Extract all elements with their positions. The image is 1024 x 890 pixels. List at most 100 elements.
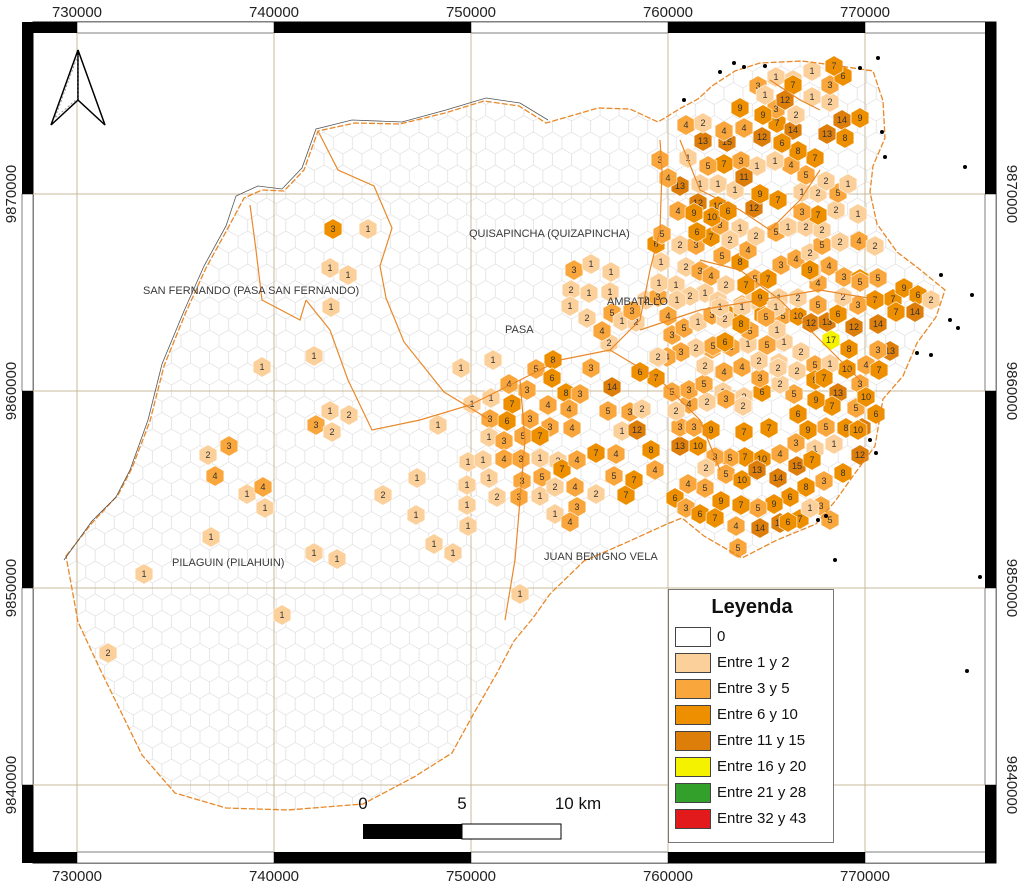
hex-cell-label: 12 bbox=[855, 450, 865, 460]
hex-cell-label: 6 bbox=[779, 138, 784, 148]
hex-cell bbox=[753, 104, 773, 126]
hex-cell-label: 2 bbox=[815, 188, 820, 198]
hex-cell-label: 2 bbox=[775, 363, 780, 373]
x-tick-top-760000: 760000 bbox=[643, 4, 693, 21]
y-tick-right-9840000: 9840000 bbox=[1003, 756, 1020, 814]
hex-cell bbox=[339, 404, 359, 426]
hex-cell-label: 2 bbox=[872, 241, 877, 251]
hex-cell-label: 2 bbox=[704, 397, 709, 407]
hex-cell-label: 1 bbox=[311, 351, 316, 361]
hex-cell bbox=[824, 55, 844, 77]
hex-cell bbox=[497, 410, 517, 432]
x-tick-top-770000: 770000 bbox=[840, 4, 890, 21]
hex-cell-label: 8 bbox=[840, 468, 845, 478]
hex-cell-label: 15 bbox=[722, 137, 732, 147]
hex-cell-label: 7 bbox=[738, 500, 743, 510]
hex-cell-label: 3 bbox=[855, 300, 860, 310]
hex-cell bbox=[868, 339, 888, 361]
hex-cell-label: 4 bbox=[683, 120, 688, 130]
hex-cell bbox=[856, 386, 876, 408]
hex-cell-label: 7 bbox=[872, 295, 877, 305]
hex-cell-label: 14 bbox=[755, 523, 765, 533]
hex-cell-label: 7 bbox=[708, 232, 713, 242]
hex-cell-label: 2 bbox=[837, 237, 842, 247]
hex-cell-label: 12 bbox=[632, 425, 642, 435]
hex-cell bbox=[649, 272, 669, 294]
hex-cell bbox=[520, 408, 540, 430]
hex-cell bbox=[844, 316, 864, 338]
hex-cell-label: 1 bbox=[465, 457, 470, 467]
hex-cell-label: 2 bbox=[819, 225, 824, 235]
hex-cell-label: 14 bbox=[788, 125, 798, 135]
hex-cell-label: 5 bbox=[533, 364, 538, 374]
hex-cell bbox=[830, 231, 850, 253]
legend-swatch bbox=[675, 809, 711, 829]
hex-cell-label: 2 bbox=[380, 490, 385, 500]
hex-cell bbox=[714, 361, 734, 383]
hex-cell bbox=[850, 107, 870, 129]
hex-cell-label: 7 bbox=[774, 118, 779, 128]
legend-item-21-28: Entre 21 y 28 bbox=[675, 783, 831, 805]
hex-cell-label: 1 bbox=[745, 339, 750, 349]
hex-cell bbox=[696, 457, 716, 479]
hex-cell bbox=[255, 497, 275, 519]
hex-cell bbox=[321, 296, 341, 318]
hex-cell bbox=[624, 469, 644, 491]
hex-cell bbox=[833, 286, 853, 308]
hex-cell-label: 2 bbox=[827, 97, 832, 107]
hex-cell bbox=[304, 542, 324, 564]
hex-cell-label: 4 bbox=[733, 521, 738, 531]
hex-cell-label: 3 bbox=[686, 385, 691, 395]
hex-cell-label: 14 bbox=[773, 473, 783, 483]
hex-cell bbox=[822, 395, 842, 417]
hex-cell-label: 2 bbox=[205, 450, 210, 460]
hex-cell-label: 1 bbox=[365, 224, 370, 234]
hex-cell bbox=[648, 346, 668, 368]
hex-cell bbox=[567, 496, 587, 518]
hex-cell bbox=[602, 376, 622, 398]
hex-cell-label: 6 bbox=[637, 367, 642, 377]
hex-cell-label: 1 bbox=[773, 72, 778, 82]
legend-title: Leyenda bbox=[711, 596, 793, 618]
hex-cell bbox=[598, 400, 618, 422]
hex-cell-label: 1 bbox=[480, 455, 485, 465]
hex-cell-label: 1 bbox=[673, 280, 678, 290]
hex-cell-label: 3 bbox=[799, 207, 804, 217]
hex-cell-label: 5 bbox=[735, 543, 740, 553]
hex-cell-label: 12 bbox=[749, 203, 759, 213]
hex-cell bbox=[358, 218, 378, 240]
hex-cell bbox=[865, 235, 885, 257]
hex-cell-label: 8 bbox=[737, 257, 742, 267]
hex-cell-label: 7 bbox=[743, 280, 748, 290]
hex-cell bbox=[791, 341, 811, 363]
hex-cell-label: 1 bbox=[855, 209, 860, 219]
hex-cell-label: 13 bbox=[885, 346, 895, 356]
hex-cell bbox=[865, 289, 885, 311]
hex-cell bbox=[545, 476, 565, 498]
hex-cell-label: 1 bbox=[279, 610, 284, 620]
legend-item-3-5: Entre 3 y 5 bbox=[675, 679, 831, 701]
hex-cell bbox=[772, 132, 792, 154]
hex-cell-label: 5 bbox=[791, 389, 796, 399]
hex-cell-label: 9 bbox=[757, 189, 762, 199]
hex-cell-label: 7 bbox=[775, 195, 780, 205]
x-tick-bottom-760000: 760000 bbox=[643, 868, 693, 885]
hex-cell-label: 1 bbox=[141, 569, 146, 579]
hex-cell-label: 10 bbox=[707, 212, 717, 222]
hex-cell bbox=[678, 473, 698, 495]
hex-cell bbox=[658, 305, 678, 327]
hex-cell-label: 11 bbox=[739, 172, 748, 182]
hex-cell-label: 5 bbox=[815, 300, 820, 310]
hex-cell-label: 1 bbox=[262, 503, 267, 513]
hex-cell-label: 5 bbox=[539, 472, 544, 482]
hex-cell-label: 1 bbox=[414, 473, 419, 483]
hex-cell bbox=[510, 583, 530, 605]
hex-cell bbox=[304, 345, 324, 367]
hex-cell-label: 3 bbox=[697, 266, 702, 276]
coordinate-grid bbox=[33, 33, 985, 852]
hex-cell-label: 2 bbox=[494, 492, 499, 502]
place-label-pasa: PASA bbox=[505, 324, 534, 336]
hex-cell-label: 14 bbox=[873, 319, 883, 329]
hex-cell bbox=[494, 430, 514, 452]
